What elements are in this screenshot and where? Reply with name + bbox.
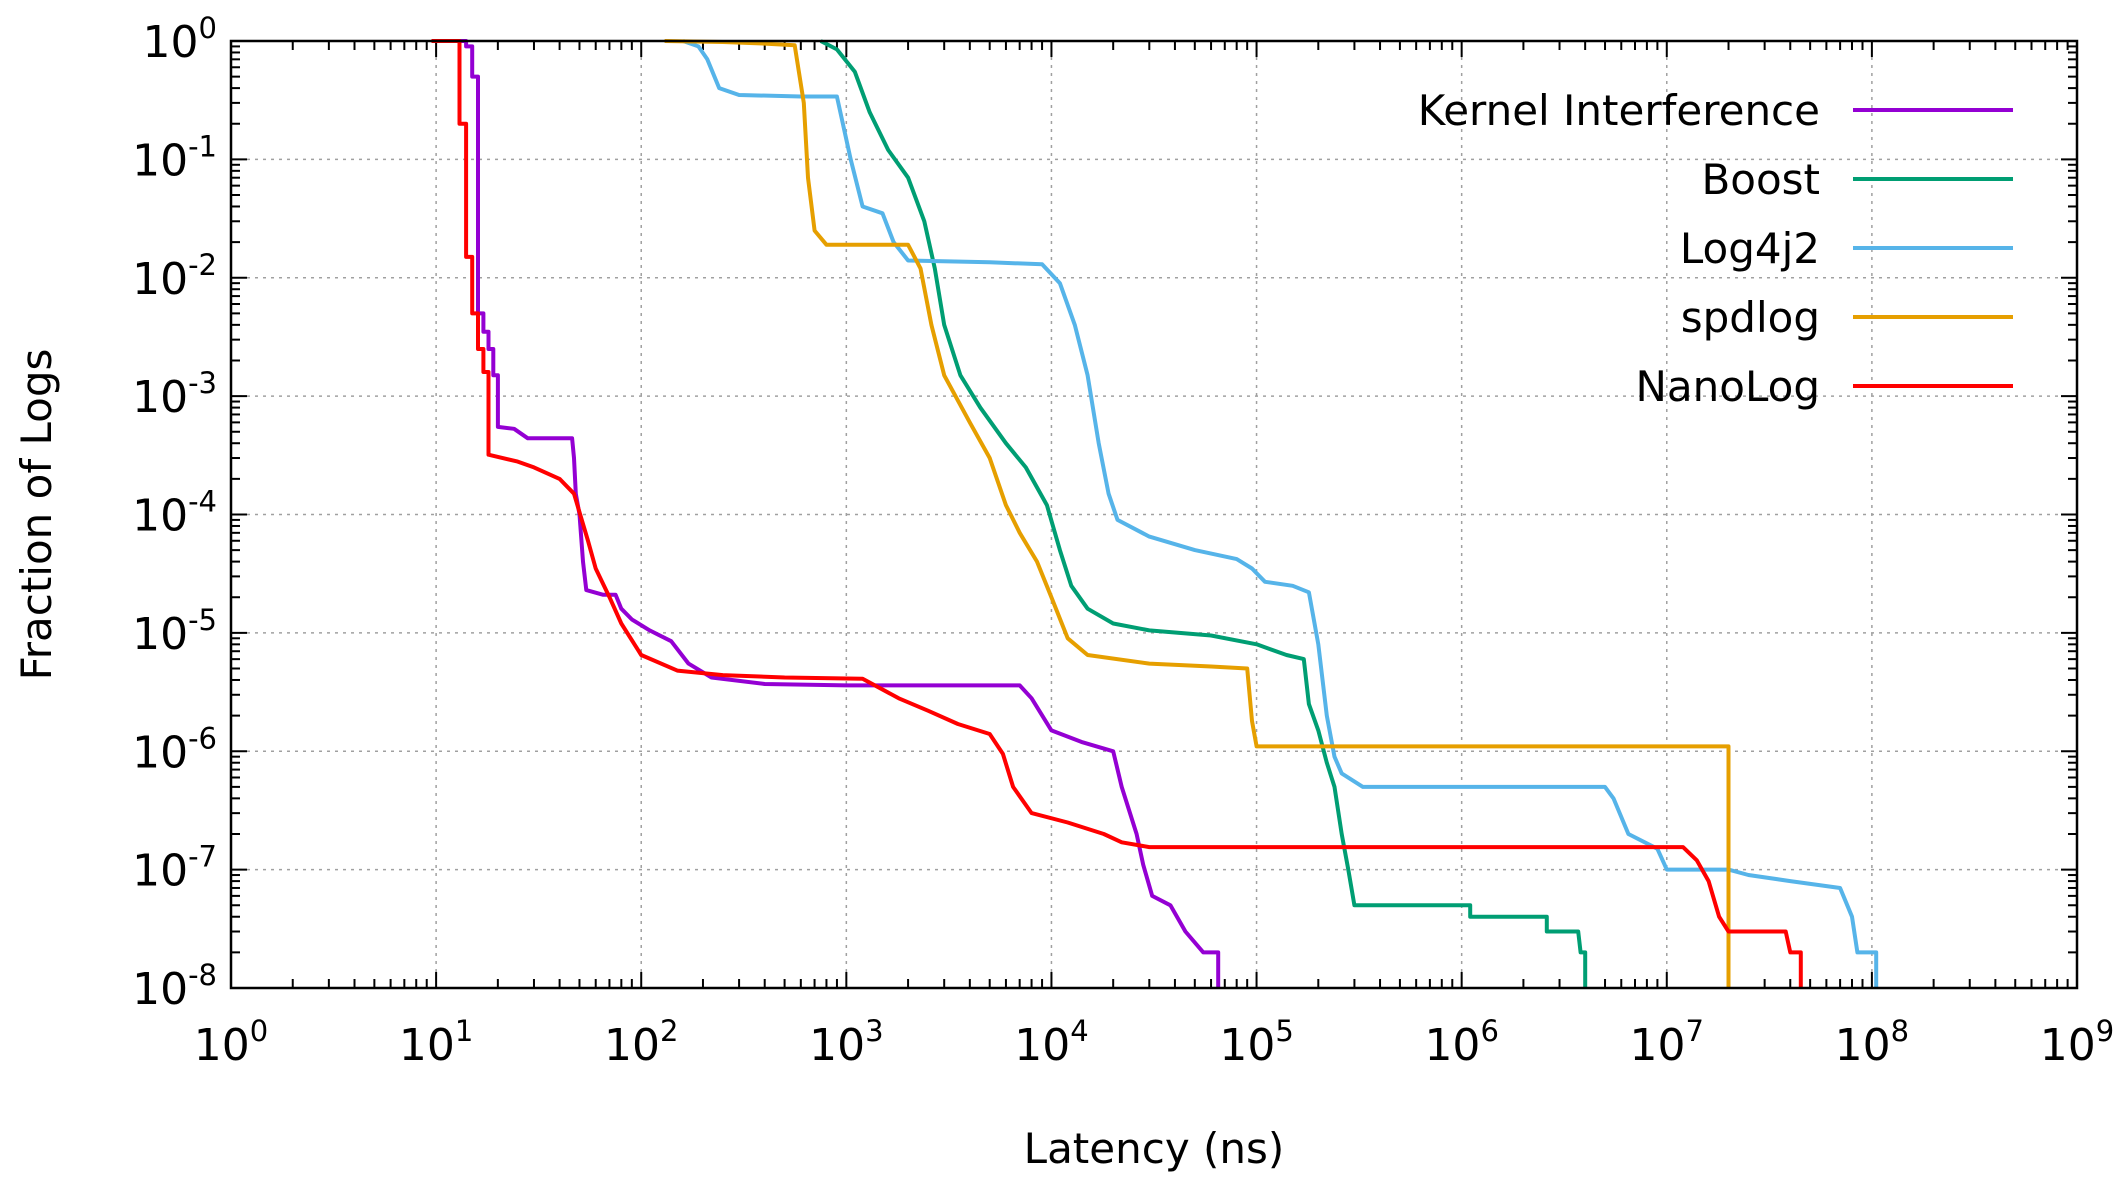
y-tick-label: 10-2 [132, 248, 217, 305]
y-tick-label: 10-8 [132, 958, 217, 1015]
y-tick-label: 10-7 [132, 840, 217, 897]
axis-ticks [230, 40, 2078, 989]
x-tick-label: 100 [194, 1014, 268, 1071]
x-tick-label: 105 [1219, 1014, 1293, 1071]
legend-label-boost: Boost [1701, 155, 1820, 204]
series-line-boost [819, 39, 1588, 988]
legend-label-nanolog: NanoLog [1636, 362, 1821, 411]
x-tick-label: 106 [1424, 1014, 1498, 1071]
y-tick-label: 10-5 [132, 603, 217, 660]
x-tick-label: 102 [604, 1014, 678, 1071]
legend: Kernel Interference Boost Log4j2 spdlog Nano… [1418, 86, 2013, 411]
y-tick-label: 10-1 [132, 129, 217, 186]
tick-labels: 100 101 102 103 104 105 106 107 108 109 100 10-1 10-… [132, 11, 2114, 1071]
y-tick-label: 10-6 [132, 721, 217, 778]
x-tick-label: 101 [399, 1014, 473, 1071]
series-line-log4j2 [682, 39, 1879, 988]
x-axis-label: Latency (ns) [1024, 1124, 1285, 1173]
x-tick-label: 108 [1835, 1014, 1909, 1071]
legend-label-kernel-interference: Kernel Interference [1418, 86, 1820, 135]
y-axis-label: Fraction of Logs [12, 349, 61, 681]
x-tick-label: 107 [1630, 1014, 1704, 1071]
x-tick-label: 104 [1014, 1014, 1088, 1071]
legend-label-log4j2: Log4j2 [1680, 224, 1820, 273]
y-tick-label: 10-3 [132, 366, 217, 423]
y-tick-label: 10-4 [132, 485, 217, 542]
data-series [431, 39, 1879, 988]
series-line-nanolog [431, 39, 1803, 988]
x-tick-label: 109 [2040, 1014, 2114, 1071]
y-tick-label: 100 [143, 11, 217, 68]
x-tick-label: 103 [809, 1014, 883, 1071]
plot-frame [229, 39, 2079, 990]
legend-label-spdlog: spdlog [1681, 293, 1820, 342]
series-line-spdlog [664, 39, 1731, 988]
